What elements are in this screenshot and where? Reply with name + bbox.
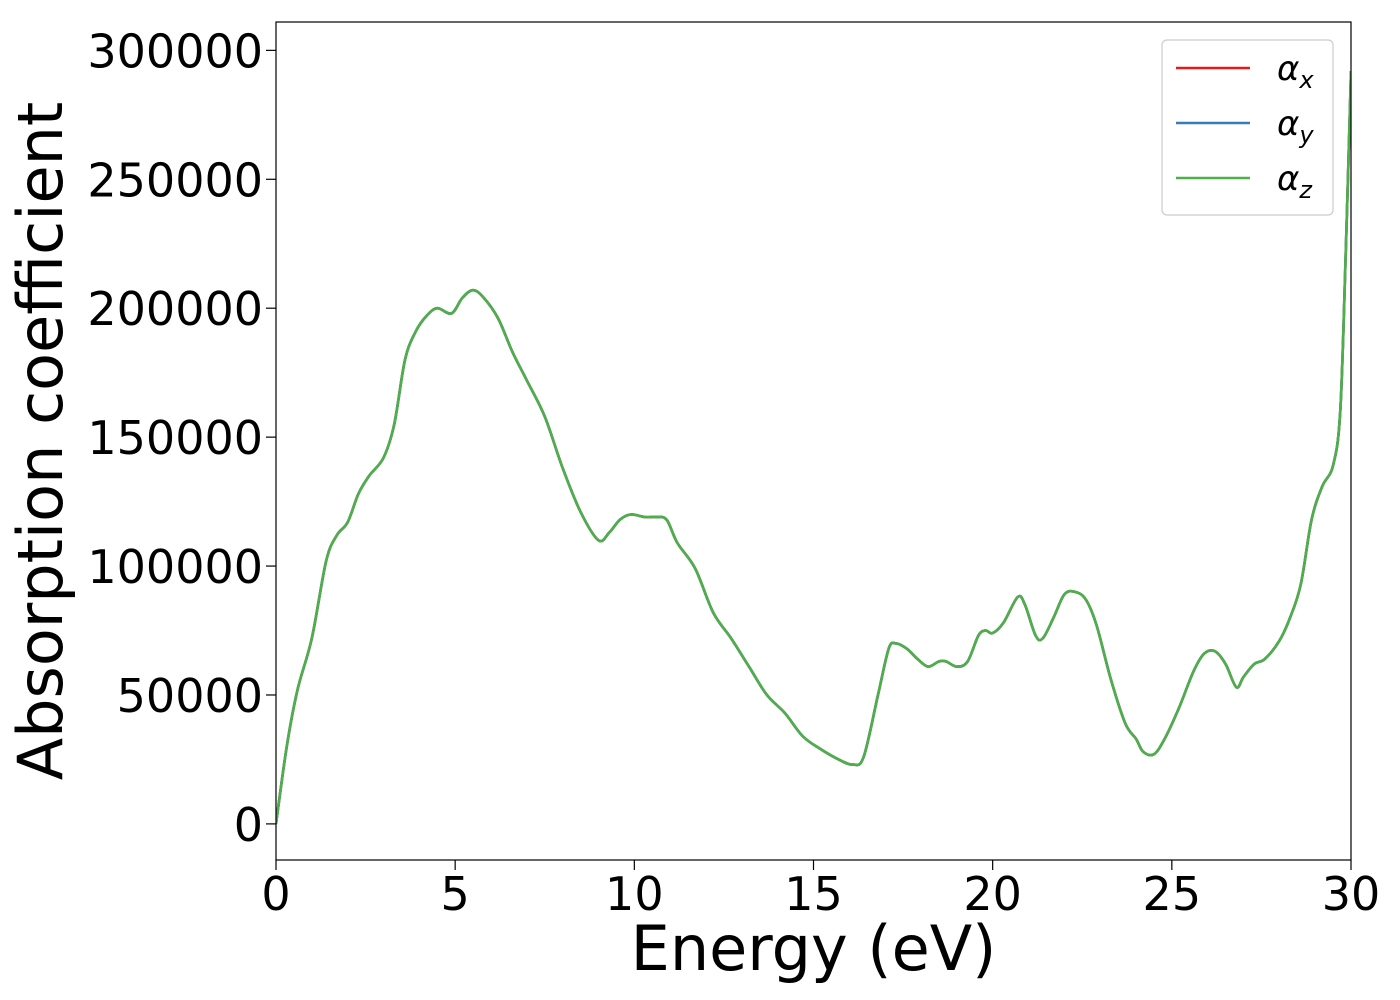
x-tick-label: 10 — [605, 867, 664, 921]
legend-label-x: αx — [1277, 49, 1314, 94]
axes-layer: 0 5 10 15 20 25 30 0 50000 100000 150000 200000 2500… — [87, 21, 1381, 921]
y-tick-label: 100000 — [87, 540, 263, 594]
x-tick-label: 30 — [1322, 867, 1381, 921]
x-axis-title: Energy (eV) — [631, 912, 997, 985]
y-tick-label: 250000 — [87, 153, 263, 207]
x-tick-label: 0 — [261, 867, 290, 921]
series-layer — [276, 70, 1351, 825]
x-tick-label: 20 — [963, 867, 1022, 921]
legend: αx αy αz — [1161, 39, 1334, 216]
y-tick-label: 200000 — [87, 282, 263, 336]
x-tick-label: 25 — [1143, 867, 1202, 921]
y-tick-label: 0 — [234, 798, 263, 852]
y-tick-label: 300000 — [87, 24, 263, 78]
x-tick-label: 15 — [784, 867, 843, 921]
series-line-z — [276, 70, 1351, 825]
legend-label-y: αy — [1277, 104, 1314, 149]
y-tick-label: 50000 — [117, 669, 263, 723]
legend-label-z: αz — [1277, 159, 1313, 204]
x-tick-label: 5 — [441, 867, 470, 921]
y-axis-title: Absorption coefficient — [4, 102, 77, 781]
legend-box — [1161, 39, 1334, 216]
y-tick-label: 150000 — [87, 411, 263, 465]
